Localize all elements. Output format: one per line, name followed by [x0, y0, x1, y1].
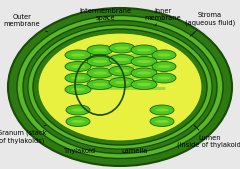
Ellipse shape — [109, 78, 135, 88]
Ellipse shape — [71, 88, 85, 91]
Ellipse shape — [87, 56, 113, 66]
Ellipse shape — [157, 76, 171, 80]
Text: Intermembrane
space: Intermembrane space — [79, 8, 131, 21]
Ellipse shape — [93, 71, 107, 75]
Text: Stroma
(aqueous fluid): Stroma (aqueous fluid) — [185, 12, 235, 36]
Ellipse shape — [137, 48, 151, 52]
Ellipse shape — [115, 46, 129, 50]
Text: Granum (stack
of thylakoids): Granum (stack of thylakoids) — [0, 113, 70, 144]
Text: Lamella: Lamella — [122, 93, 148, 154]
Ellipse shape — [65, 50, 91, 60]
Text: Thylakoid: Thylakoid — [64, 118, 96, 154]
Ellipse shape — [109, 66, 135, 76]
Ellipse shape — [71, 76, 85, 80]
Ellipse shape — [72, 120, 84, 123]
Ellipse shape — [157, 65, 171, 68]
Ellipse shape — [156, 108, 168, 112]
Ellipse shape — [150, 116, 174, 127]
Ellipse shape — [72, 108, 84, 112]
Ellipse shape — [152, 50, 176, 60]
Ellipse shape — [115, 69, 129, 73]
Ellipse shape — [93, 83, 107, 86]
Ellipse shape — [66, 105, 90, 115]
Ellipse shape — [87, 79, 113, 90]
Ellipse shape — [33, 29, 207, 145]
Ellipse shape — [109, 43, 135, 53]
Ellipse shape — [65, 62, 91, 71]
Text: Inner
membrane: Inner membrane — [145, 8, 181, 26]
Ellipse shape — [93, 60, 107, 63]
Ellipse shape — [109, 54, 135, 65]
Ellipse shape — [65, 73, 91, 83]
Ellipse shape — [152, 73, 176, 83]
Ellipse shape — [93, 48, 107, 52]
Ellipse shape — [87, 45, 113, 55]
Ellipse shape — [131, 79, 157, 90]
Ellipse shape — [115, 58, 129, 61]
Ellipse shape — [150, 105, 174, 115]
Ellipse shape — [17, 16, 223, 159]
Ellipse shape — [131, 45, 157, 55]
Ellipse shape — [87, 68, 113, 78]
Ellipse shape — [28, 25, 212, 149]
Ellipse shape — [115, 81, 129, 84]
Ellipse shape — [131, 56, 157, 66]
Ellipse shape — [71, 53, 85, 57]
Text: Outer
membrane: Outer membrane — [4, 14, 48, 32]
Ellipse shape — [71, 65, 85, 68]
Ellipse shape — [38, 33, 202, 141]
Ellipse shape — [137, 60, 151, 63]
Ellipse shape — [66, 116, 90, 127]
Ellipse shape — [23, 20, 217, 153]
Ellipse shape — [157, 53, 171, 57]
Ellipse shape — [152, 62, 176, 71]
Ellipse shape — [65, 84, 91, 94]
Text: Lumen
(inside of thylakoid): Lumen (inside of thylakoid) — [172, 102, 240, 149]
Ellipse shape — [8, 8, 232, 166]
Ellipse shape — [137, 83, 151, 86]
Ellipse shape — [156, 120, 168, 123]
Ellipse shape — [131, 68, 157, 78]
Ellipse shape — [137, 71, 151, 75]
